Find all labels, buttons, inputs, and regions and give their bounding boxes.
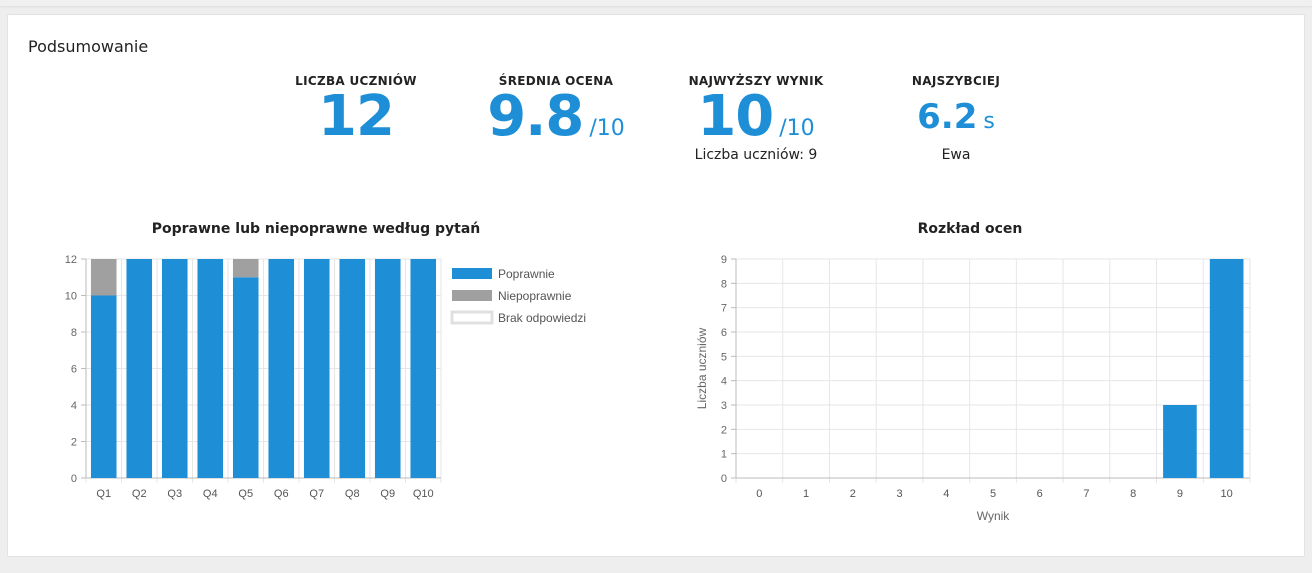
bar — [410, 259, 437, 478]
stat-sub: Liczba uczniów: 9 — [694, 147, 818, 163]
legend-swatch — [450, 310, 494, 325]
stat-suffix: /10 — [589, 116, 625, 141]
bar — [161, 259, 188, 478]
stat-label: ŚREDNIA OCENA — [498, 74, 614, 88]
x-tick-label: Q7 — [309, 488, 324, 500]
bar — [268, 259, 295, 478]
x-tick-label: Q8 — [345, 488, 360, 500]
legend-label: Poprawnie — [498, 267, 555, 281]
legend-label: Niepoprawnie — [498, 289, 572, 303]
chart-title-grades: Rozkład ocen — [917, 221, 1023, 237]
stat-suffix: s — [983, 109, 995, 134]
bar — [374, 259, 401, 478]
bar — [126, 259, 153, 478]
x-tick-label: Q6 — [274, 488, 289, 500]
stat-sub: Ewa — [941, 147, 971, 163]
y-tick-label: 4 — [71, 400, 77, 412]
stat-value: 9.8 — [487, 84, 584, 149]
x-tick-label: Q5 — [238, 488, 253, 500]
stat-label: LICZBA UCZNIÓW — [295, 74, 417, 88]
stat-average-grade: ŚREDNIA OCENA 9.8/10 — [456, 73, 656, 145]
x-tick-label: Q2 — [132, 488, 147, 500]
bar — [232, 259, 259, 278]
stat-student-count: LICZBA UCZNIÓW 12 — [256, 73, 456, 145]
stat-highest-score: NAJWYŻSZY WYNIK 10/10 Liczba uczniów: 9 — [656, 73, 856, 163]
bar — [232, 277, 259, 478]
x-tick-label: Q10 — [413, 488, 434, 500]
stat-value: 10 — [697, 84, 774, 149]
chart-title-questions: Poprawne lub niepoprawne według pytań — [151, 221, 481, 237]
x-tick-label: Q1 — [96, 488, 111, 500]
stat-suffix: /10 — [779, 116, 815, 141]
legend-label: Brak odpowiedzi — [498, 311, 586, 325]
card-title: Podsumowanie — [28, 37, 149, 56]
legend-swatch — [452, 290, 492, 301]
y-tick-label: 2 — [71, 437, 77, 449]
y-tick-label: 10 — [65, 291, 77, 303]
bar — [339, 259, 366, 478]
y-tick-label: 6 — [71, 364, 77, 376]
y-tick-label: 12 — [65, 254, 77, 266]
bar — [197, 259, 224, 478]
legend-swatch — [452, 268, 492, 279]
y-tick-label: 8 — [71, 327, 77, 339]
bar — [303, 259, 330, 478]
stat-label: NAJWYŻSZY WYNIK — [688, 74, 824, 88]
bar — [90, 259, 117, 296]
x-tick-label: Q3 — [167, 488, 182, 500]
stat-label: NAJSZYBCIEJ — [911, 74, 1001, 88]
stat-value: 6.2 — [917, 97, 978, 137]
summary-card: Podsumowanie LICZBA UCZNIÓW 12 ŚREDNIA O… — [7, 14, 1305, 557]
bar — [90, 295, 117, 478]
x-tick-label: Q9 — [380, 488, 395, 500]
top-bar — [0, 0, 1312, 6]
x-tick-label: Q4 — [203, 488, 218, 500]
stat-fastest: NAJSZYBCIEJ 6.2 s Ewa — [856, 73, 1056, 163]
y-tick-label: 0 — [71, 473, 77, 485]
stat-value: 12 — [318, 84, 395, 149]
